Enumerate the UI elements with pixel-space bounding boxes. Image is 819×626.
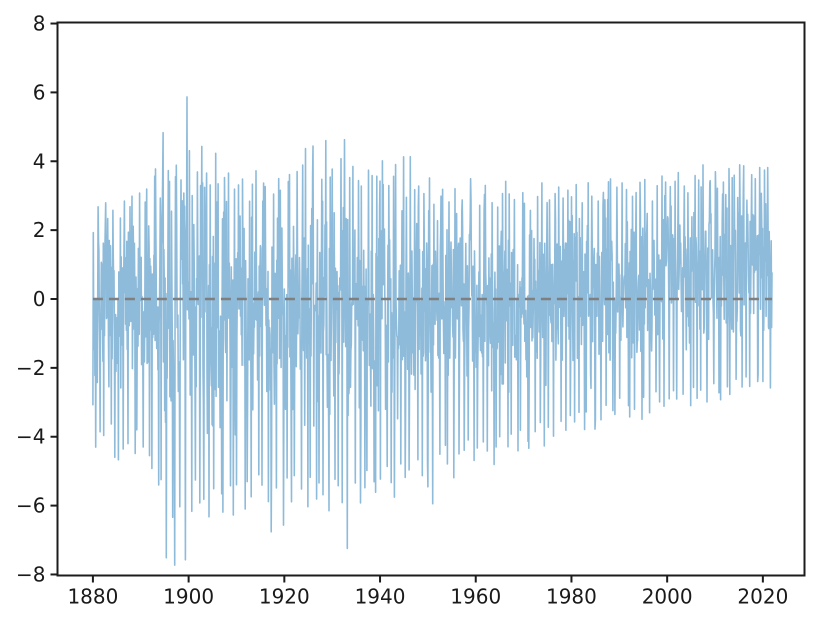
x-tick-label: 1900 [163, 585, 214, 609]
ticks-group [50, 22, 764, 583]
y-tick-label: −2 [16, 356, 45, 380]
y-tick-label: 4 [33, 149, 46, 173]
y-tick-label: 8 [33, 12, 46, 36]
y-tick-label: −8 [16, 562, 45, 586]
series-group [92, 96, 773, 566]
x-tick-label: 1880 [67, 585, 118, 609]
x-tick-label: 1960 [450, 585, 501, 609]
tick-labels-group: 1880 1900 1920 1940 1960 1980 2000 2020 −8 −6 −4 −2… [16, 12, 788, 609]
anomaly-series-line [92, 96, 773, 566]
y-tick-label: 6 [33, 80, 46, 104]
y-tick-label: 0 [33, 287, 46, 311]
x-tick-label: 1980 [546, 585, 597, 609]
x-tick-label: 1920 [259, 585, 310, 609]
y-tick-label: −4 [16, 425, 45, 449]
x-tick-label: 2020 [737, 585, 788, 609]
x-tick-label: 2000 [642, 585, 693, 609]
y-tick-label: 2 [33, 218, 46, 242]
x-tick-label: 1940 [355, 585, 406, 609]
y-tick-label: −6 [16, 494, 45, 518]
